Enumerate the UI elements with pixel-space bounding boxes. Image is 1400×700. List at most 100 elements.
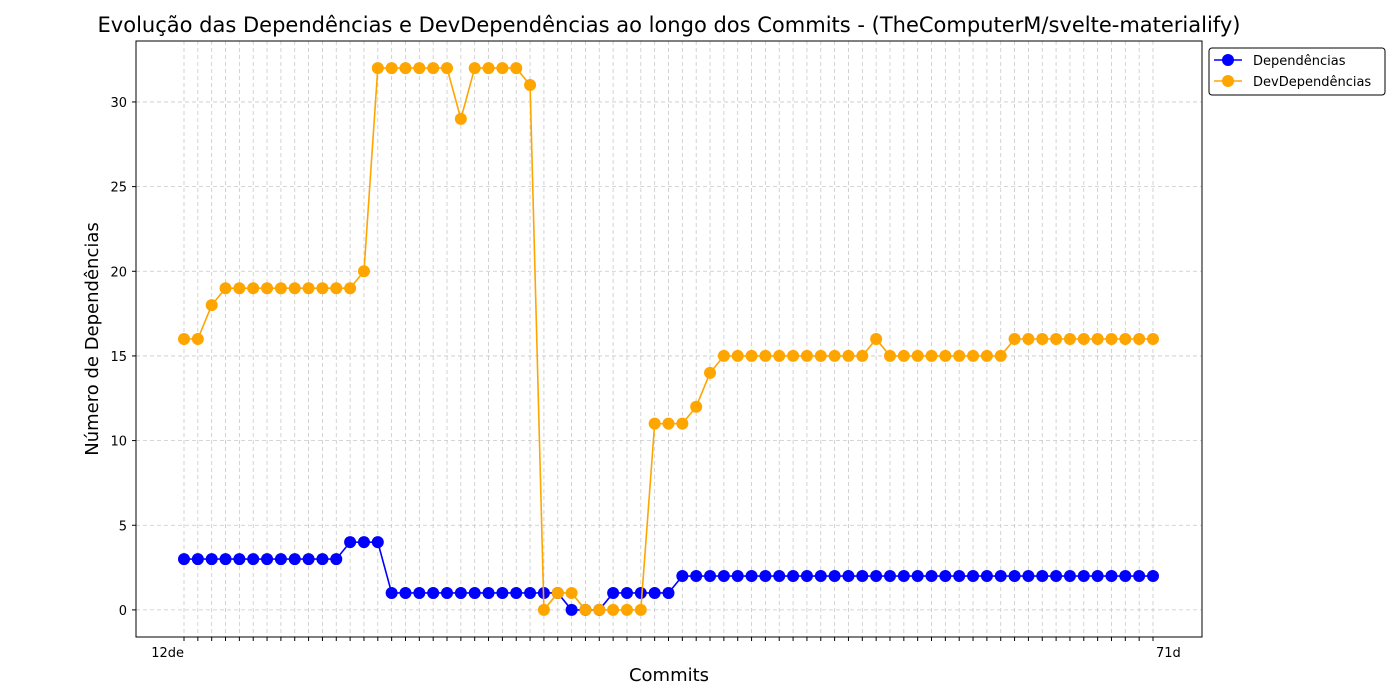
data-point	[454, 586, 467, 599]
series-layer	[178, 62, 1159, 616]
data-point	[178, 333, 190, 345]
data-point	[1077, 333, 1090, 345]
data-point	[1119, 333, 1132, 345]
data-point	[980, 570, 993, 583]
data-point	[939, 349, 952, 362]
data-point	[676, 417, 689, 430]
data-point	[662, 417, 675, 430]
data-point	[704, 570, 717, 583]
data-point	[620, 603, 633, 616]
data-point	[510, 586, 523, 599]
data-point	[994, 349, 1007, 362]
data-point	[883, 570, 896, 583]
data-point	[261, 282, 274, 295]
data-point	[1091, 570, 1104, 583]
data-point	[1119, 570, 1132, 583]
data-point	[482, 586, 495, 599]
data-point	[219, 282, 232, 295]
data-point	[1063, 333, 1076, 345]
data-point	[745, 349, 758, 362]
data-point	[399, 62, 412, 75]
data-point	[870, 333, 883, 345]
legend-label-dependencias: Dependências	[1253, 54, 1346, 69]
data-point	[759, 349, 772, 362]
data-point	[274, 553, 287, 566]
data-point	[814, 570, 827, 583]
data-point	[1091, 333, 1104, 345]
data-point	[441, 586, 454, 599]
data-point	[316, 553, 329, 566]
data-point	[496, 586, 509, 599]
data-point	[856, 570, 869, 583]
data-point	[274, 282, 287, 295]
x-axis-label: Commits	[629, 665, 709, 686]
data-point	[1008, 570, 1021, 583]
data-point	[1105, 333, 1118, 345]
data-point	[191, 553, 204, 566]
data-point	[1022, 333, 1035, 345]
data-point	[620, 586, 633, 599]
legend-box	[1208, 47, 1386, 96]
data-point	[925, 570, 938, 583]
data-point	[178, 553, 190, 566]
data-point	[704, 366, 717, 379]
data-point	[842, 349, 855, 362]
data-point	[717, 349, 730, 362]
data-point	[482, 62, 495, 75]
data-point	[1147, 570, 1159, 583]
data-point	[191, 333, 204, 345]
data-point	[1063, 570, 1076, 583]
data-point	[510, 62, 523, 75]
data-point	[911, 349, 924, 362]
data-point	[413, 62, 426, 75]
data-point	[302, 553, 315, 566]
data-point	[1147, 333, 1159, 345]
data-point	[883, 349, 896, 362]
data-point	[288, 553, 301, 566]
series-devdependencias	[178, 62, 1159, 616]
data-point	[357, 536, 370, 549]
data-point	[731, 570, 744, 583]
data-point	[205, 553, 218, 566]
data-point	[316, 282, 329, 295]
data-point	[330, 282, 343, 295]
data-point	[800, 349, 813, 362]
legend-marker-dependencias	[1222, 54, 1234, 66]
x-tick-label-last: 71d	[1156, 646, 1181, 661]
data-point	[1008, 333, 1021, 345]
chart-title: Evolução das Dependências e DevDependênc…	[98, 13, 1241, 37]
data-point	[676, 570, 689, 583]
y-tick-label: 15	[110, 350, 127, 365]
y-tick-label: 10	[110, 435, 127, 450]
data-point	[551, 586, 564, 599]
legend-label-devdependencias: DevDependências	[1253, 75, 1371, 90]
data-point	[427, 62, 440, 75]
data-point	[496, 62, 509, 75]
data-point	[593, 603, 606, 616]
data-point	[1105, 570, 1118, 583]
grid	[136, 41, 1202, 637]
data-point	[939, 570, 952, 583]
y-tick-label: 30	[110, 96, 127, 111]
data-point	[1036, 333, 1049, 345]
data-point	[800, 570, 813, 583]
y-tick-label: 20	[110, 265, 127, 280]
data-point	[233, 282, 246, 295]
y-tick-label: 25	[110, 181, 127, 196]
data-point	[648, 417, 661, 430]
data-point	[1036, 570, 1049, 583]
data-point	[565, 586, 578, 599]
data-point	[814, 349, 827, 362]
data-point	[524, 586, 537, 599]
data-point	[925, 349, 938, 362]
data-point	[828, 349, 841, 362]
data-point	[856, 349, 869, 362]
data-point	[773, 570, 786, 583]
data-point	[261, 553, 274, 566]
data-point	[371, 62, 384, 75]
data-point	[967, 570, 980, 583]
data-point	[607, 586, 620, 599]
data-point	[911, 570, 924, 583]
y-axis-label: Número de Dependências	[82, 222, 103, 456]
